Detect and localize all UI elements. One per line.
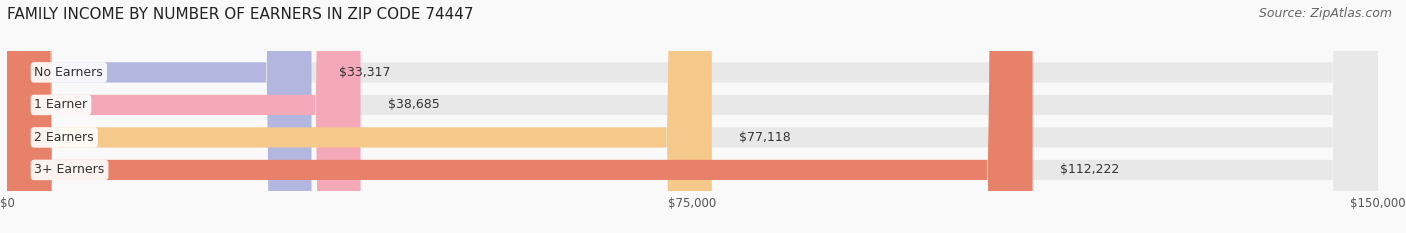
FancyBboxPatch shape bbox=[7, 0, 1378, 233]
FancyBboxPatch shape bbox=[7, 0, 1378, 233]
FancyBboxPatch shape bbox=[7, 0, 1378, 233]
Text: $77,118: $77,118 bbox=[740, 131, 792, 144]
FancyBboxPatch shape bbox=[7, 0, 1032, 233]
FancyBboxPatch shape bbox=[7, 0, 711, 233]
Text: $112,222: $112,222 bbox=[1060, 163, 1119, 176]
FancyBboxPatch shape bbox=[7, 0, 312, 233]
Text: 2 Earners: 2 Earners bbox=[34, 131, 94, 144]
FancyBboxPatch shape bbox=[7, 0, 1378, 233]
Text: 1 Earner: 1 Earner bbox=[34, 98, 87, 111]
FancyBboxPatch shape bbox=[7, 0, 360, 233]
Text: Source: ZipAtlas.com: Source: ZipAtlas.com bbox=[1258, 7, 1392, 20]
Text: FAMILY INCOME BY NUMBER OF EARNERS IN ZIP CODE 74447: FAMILY INCOME BY NUMBER OF EARNERS IN ZI… bbox=[7, 7, 474, 22]
Text: 3+ Earners: 3+ Earners bbox=[34, 163, 104, 176]
Text: $33,317: $33,317 bbox=[339, 66, 391, 79]
Text: No Earners: No Earners bbox=[34, 66, 103, 79]
Text: $38,685: $38,685 bbox=[388, 98, 440, 111]
